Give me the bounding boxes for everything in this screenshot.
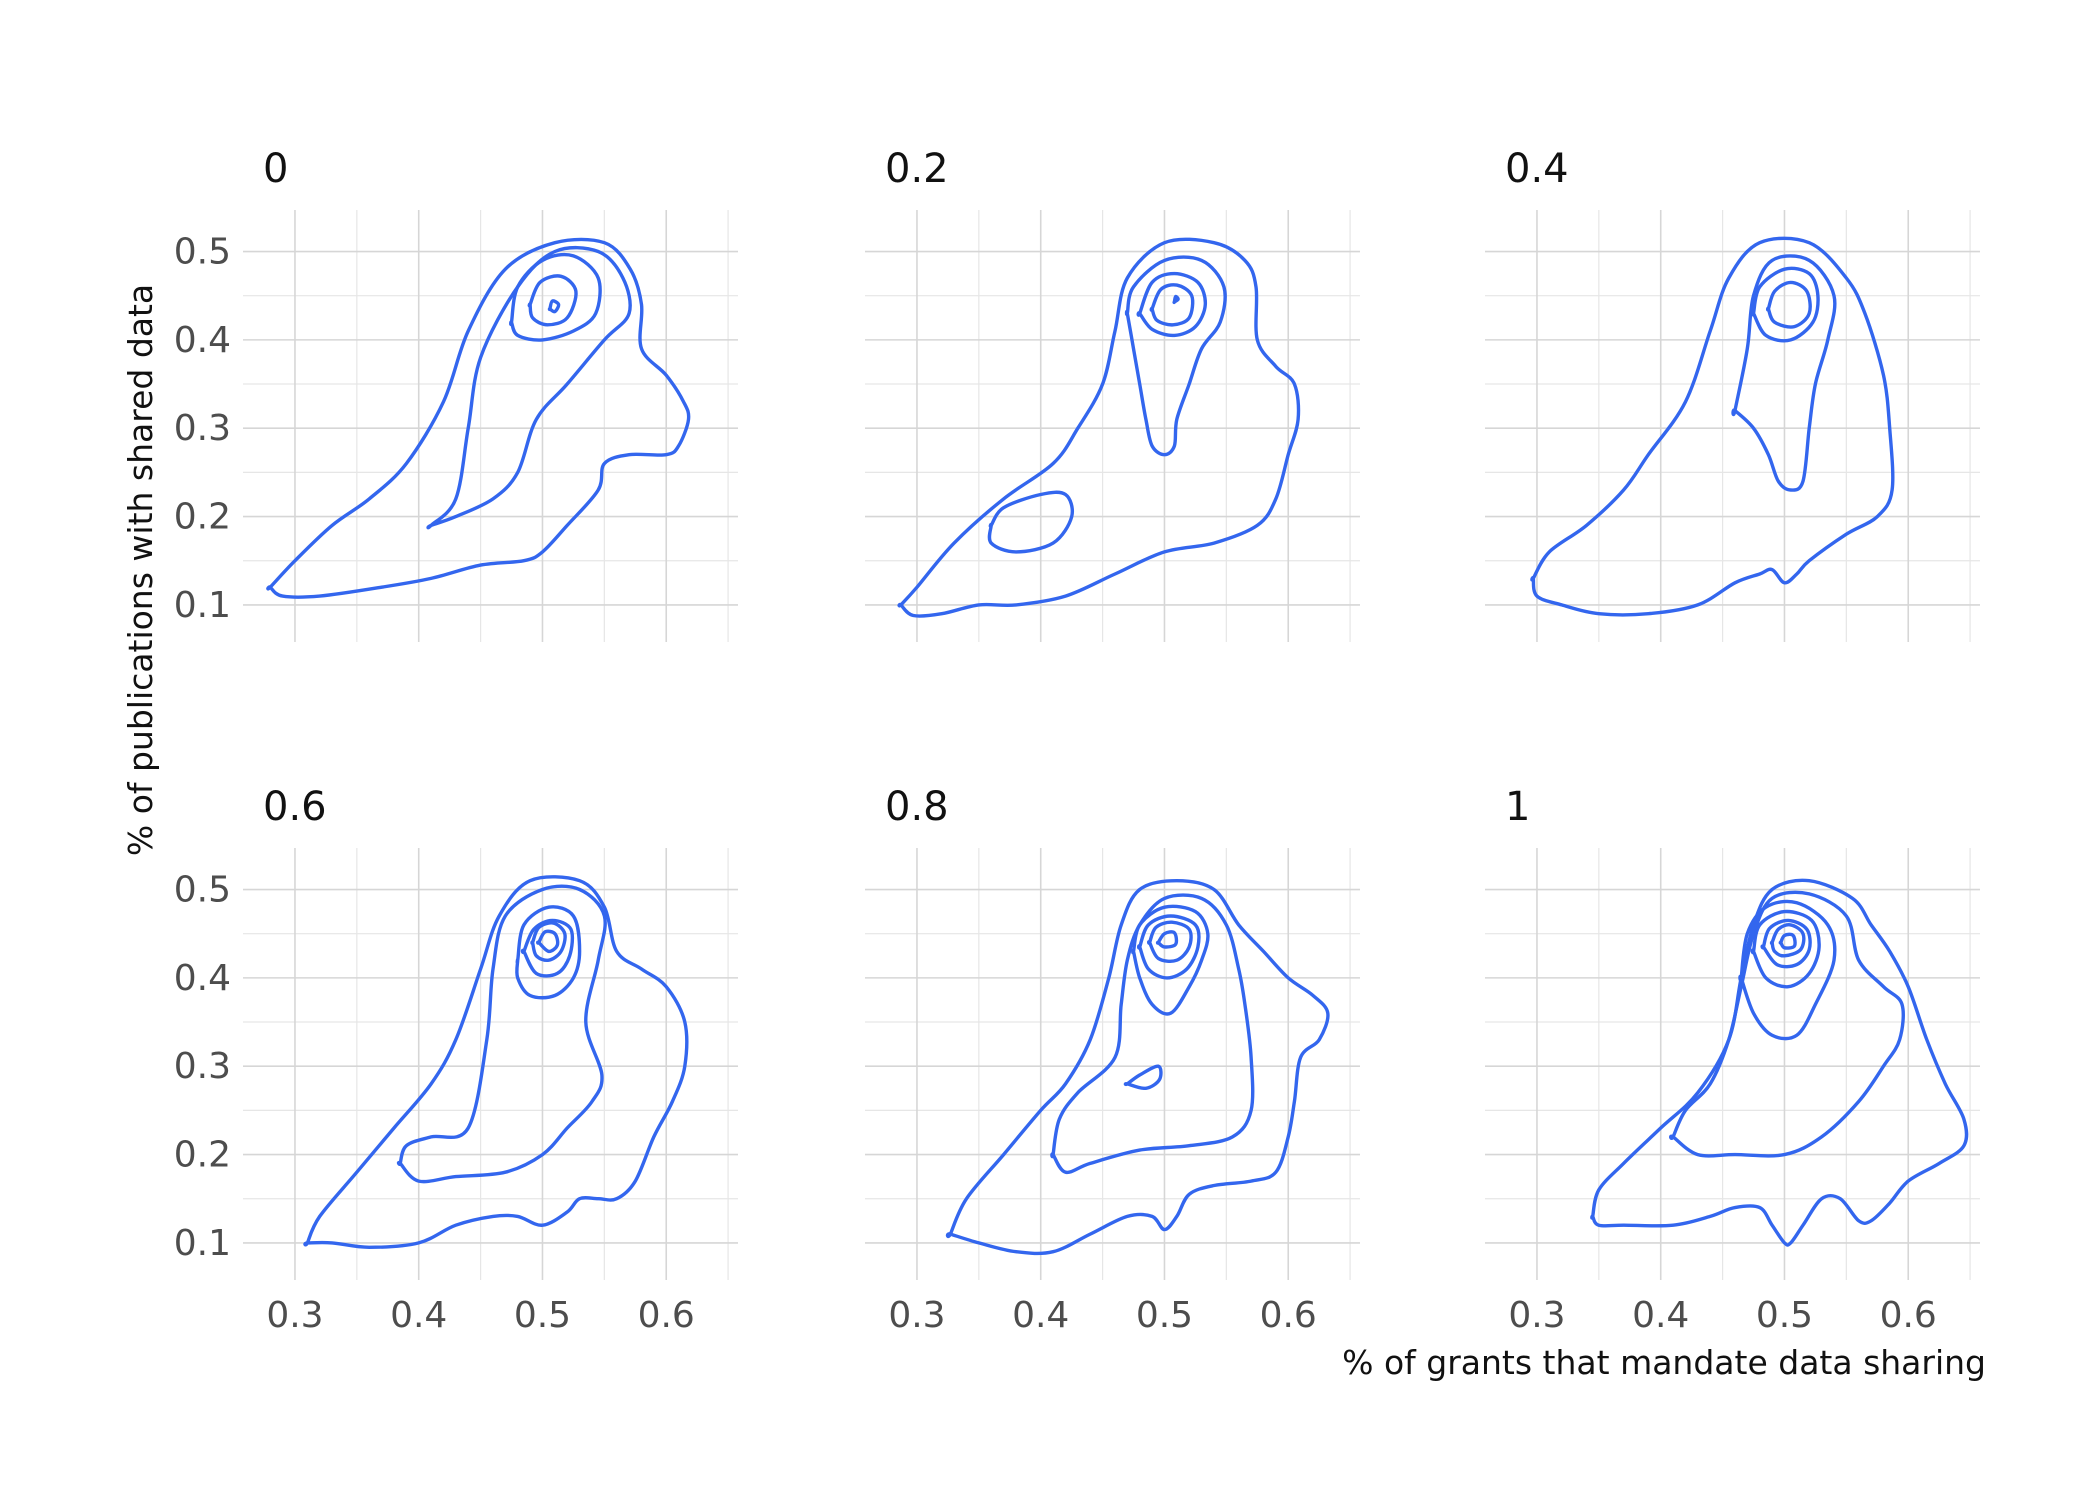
facet-panel: 0.6 0.1 0.2 0.3 0.4 0.5 0.3 0.4 0.5 0.6 [174,784,738,1336]
density-contour-line [266,237,691,599]
x-tick-label: 0.6 [638,1295,695,1336]
y-tick-label: 0.3 [174,408,231,449]
density-contour-line [1765,280,1812,329]
x-tick-label: 0.3 [888,1295,945,1336]
facet-title: 0.2 [885,146,949,192]
density-contour-line [987,490,1074,554]
density-contour-line [303,875,689,1249]
facet-panel: 0.2 [865,146,1360,642]
facet-title: 1 [1505,784,1530,830]
y-tick-label: 0.1 [174,585,231,626]
facet-panel: 0.4 [1485,146,1980,642]
density-contour-line [1731,254,1837,492]
density-contour-line [1750,909,1821,989]
facet-title: 0.4 [1505,146,1569,192]
facet-panel: 0 0.1 0.2 0.3 0.4 0.5 [174,146,738,642]
facet-title: 0.6 [263,784,327,830]
density-contour-line [509,252,602,342]
density-contour-line [1136,914,1201,980]
density-contour-line [1136,271,1208,338]
x-tick-label: 0.5 [1136,1295,1193,1336]
x-tick-label: 0.6 [1260,1295,1317,1336]
density-contour-line [1669,890,1905,1158]
density-contour-line [1124,255,1227,457]
y-tick-label: 0.4 [174,958,231,999]
density-contour-line [1530,236,1895,617]
x-axis-title: % of grants that mandate data sharing [1342,1343,1986,1382]
density-contour-line [396,884,607,1184]
x-tick-label: 0.4 [390,1295,447,1336]
facet-panel: 1 0.3 0.4 0.5 0.6 [1485,784,1980,1336]
y-tick-label: 0.3 [174,1046,231,1087]
density-contour-line [1147,920,1193,963]
density-contour-line [1778,932,1797,950]
x-tick-label: 0.4 [1012,1295,1069,1336]
density-contour-line [520,918,575,978]
x-tick-label: 0.5 [1756,1295,1813,1336]
facet-panel: 0.8 0.3 0.4 0.5 0.6 [865,784,1360,1336]
density-contour-line [1760,918,1812,969]
density-contour-line [527,274,578,327]
x-tick-label: 0.6 [1880,1295,1937,1336]
y-axis-title: % of publications with shared data [121,284,160,856]
density-contour-line [536,929,560,954]
density-contour-line [547,299,561,314]
density-contour-line [426,245,632,530]
density-contour-line [515,905,582,1000]
facet-title: 0 [263,146,288,192]
density-contour-line [1750,266,1820,343]
facet-panels: 0 0.1 0.2 0.3 0.4 0.5 0.2 0.4 0.6 0.1 0.2 0.3 0.4 0.5… [174,146,1980,1336]
density-contour-line [1738,899,1837,1041]
density-contour-line [1769,923,1806,958]
y-tick-label: 0.1 [174,1223,231,1264]
density-contour-line [530,921,567,963]
y-tick-label: 0.2 [174,497,231,538]
y-tick-label: 0.2 [174,1135,231,1176]
facet-title: 0.8 [885,784,949,830]
density-contour-line [1123,1064,1163,1091]
density-contour-line [1050,893,1255,1175]
x-tick-label: 0.4 [1632,1295,1689,1336]
x-tick-label: 0.3 [266,1295,323,1336]
density-contour-line [1172,294,1180,305]
y-tick-label: 0.5 [174,870,231,911]
y-tick-label: 0.4 [174,320,231,361]
x-tick-label: 0.5 [514,1295,571,1336]
density-contour-line [1155,930,1179,949]
density-contour-line [1149,283,1195,327]
x-tick-label: 0.3 [1508,1295,1565,1336]
density-contour-line [945,879,1330,1256]
density-contour-line [897,237,1301,618]
y-tick-label: 0.5 [174,232,231,273]
density-contour-line [1131,904,1210,1016]
